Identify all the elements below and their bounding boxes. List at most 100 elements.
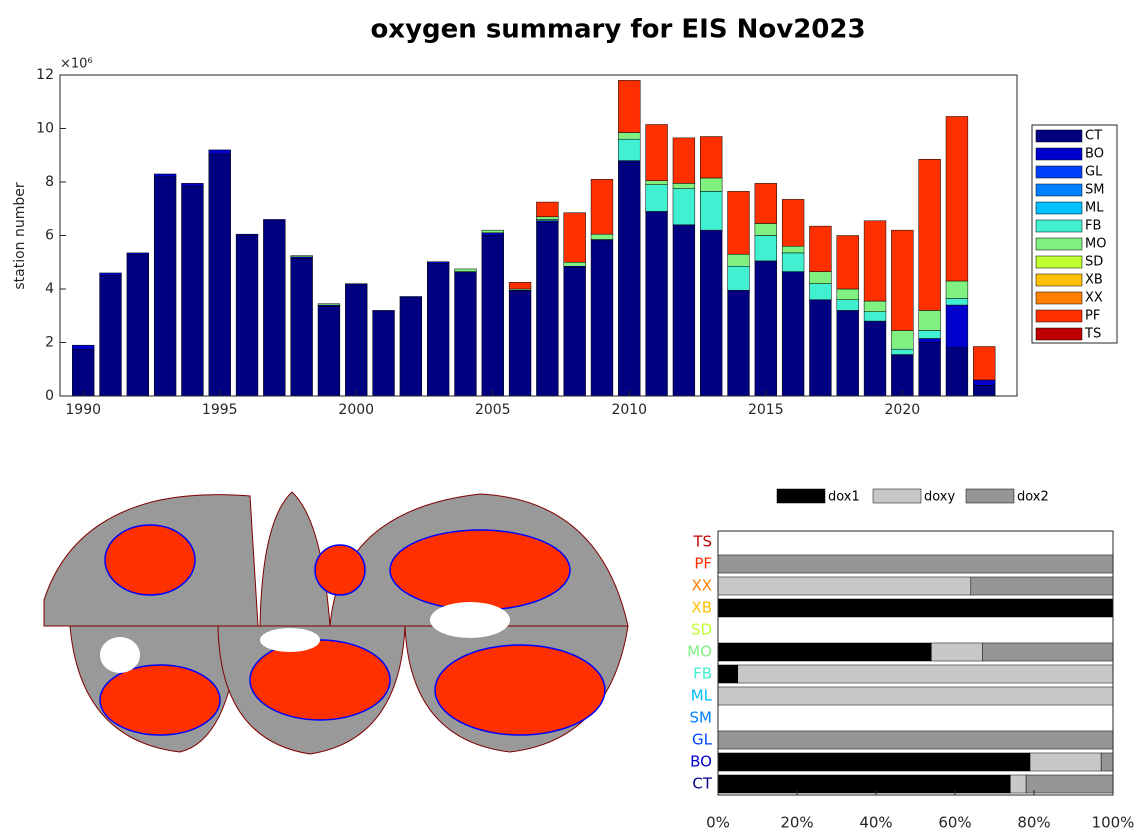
bar-segment [717,774,1011,794]
x-tick-label: 2015 [748,402,784,418]
bar-segment [508,291,532,397]
bar-segment [717,554,1114,574]
bar-segment [590,240,614,397]
bar-segment [918,310,941,331]
category-label: TS [692,533,712,551]
category-label: BO [690,753,712,771]
bar-segment [672,183,696,189]
bar-segment [235,235,259,397]
bar-segment [700,191,723,231]
chart-title: oxygen summary for EIS Nov2023 [370,15,865,45]
bar-segment [618,161,641,397]
bar-segment [945,116,969,282]
legend-box [1031,124,1118,344]
x-tick-label: 20% [780,814,813,830]
legend-swatch [776,488,826,504]
legend-swatch [1035,219,1083,233]
bar-segment [481,235,504,397]
bar-segment [454,272,477,397]
bar-segment [672,224,696,397]
bar-segment [891,355,914,397]
bar-segment [918,330,941,339]
plot-frame [717,530,1114,796]
bar-segment [1100,752,1114,772]
bar-segment [717,598,1114,618]
legend-swatch [1035,255,1083,269]
bar-segment [72,348,95,397]
legend-label: BO [1085,147,1104,162]
bar-segment [563,267,586,397]
map-patch [314,544,366,596]
category-label: XB [691,599,712,617]
x-tick-label: 0% [706,814,730,830]
x-tick-label: 1990 [65,402,101,418]
bar-segment [717,686,1114,706]
bar-segment [618,132,641,140]
bar-segment [235,233,259,236]
legend-label: SM [1085,183,1104,198]
bar-segment [672,137,696,184]
map-patch [99,664,221,736]
x-tick-label: 2005 [475,402,511,418]
bar-segment [590,233,614,240]
bar-segment [717,730,1114,750]
bar-segment [426,261,450,264]
map-patch [104,524,196,596]
bar-segment [454,268,477,272]
bar-segment [372,310,395,312]
bar-segment [727,191,750,255]
bar-segment [536,201,559,218]
legend-swatch [1035,129,1083,143]
bar-segment [809,299,832,397]
bar-segment [618,138,641,161]
map-patch [260,628,320,652]
bar-segment [781,271,805,397]
bar-segment [345,283,368,286]
bar-segment [426,263,450,397]
bar-segment [836,288,859,300]
legend-label: SD [1085,255,1103,270]
bar-segment [727,266,750,291]
bar-segment [481,232,504,236]
legend-swatch [1035,183,1083,197]
legend-swatch [1035,237,1083,251]
bar-segment [700,136,723,179]
bar-segment [781,245,805,254]
bar-segment [1029,752,1102,772]
bar-segment [891,348,914,355]
y-tick-label: 6 [45,228,54,244]
bar-segment [508,282,532,290]
bar-segment [645,124,668,181]
bar-segment [809,271,832,284]
x-tick-label: 2000 [338,402,374,418]
bar-segment [754,260,777,397]
category-label: FB [693,665,712,683]
bar-segment [645,180,668,185]
bar-segment [717,664,738,684]
legend-label: CT [1085,129,1102,144]
bar-segment [970,576,1114,596]
bar-segment [809,225,832,272]
category-label: GL [692,731,713,749]
y-tick-label: 0 [45,388,54,404]
x-tick-label: 1995 [202,402,238,418]
bar-segment [72,344,95,350]
legend-label: FB [1085,219,1101,234]
bar-segment [863,220,887,302]
legend-label: ML [1085,201,1104,216]
legend-swatch [1035,309,1083,323]
bar-segment [754,183,777,224]
legend-swatch [1035,291,1083,305]
bar-segment [737,664,1114,684]
bar-segment [153,173,177,177]
legend-label: PF [1085,309,1100,324]
bar-segment [836,299,859,311]
x-tick-label: 80% [1017,814,1050,830]
bar-segment [863,300,887,312]
bar-segment [945,347,969,397]
bar-segment [717,642,932,662]
bar-segment [918,159,941,311]
bar-segment [945,304,969,349]
y-multiplier: ×10⁶ [60,57,93,72]
x-tick-label: 2010 [611,402,647,418]
